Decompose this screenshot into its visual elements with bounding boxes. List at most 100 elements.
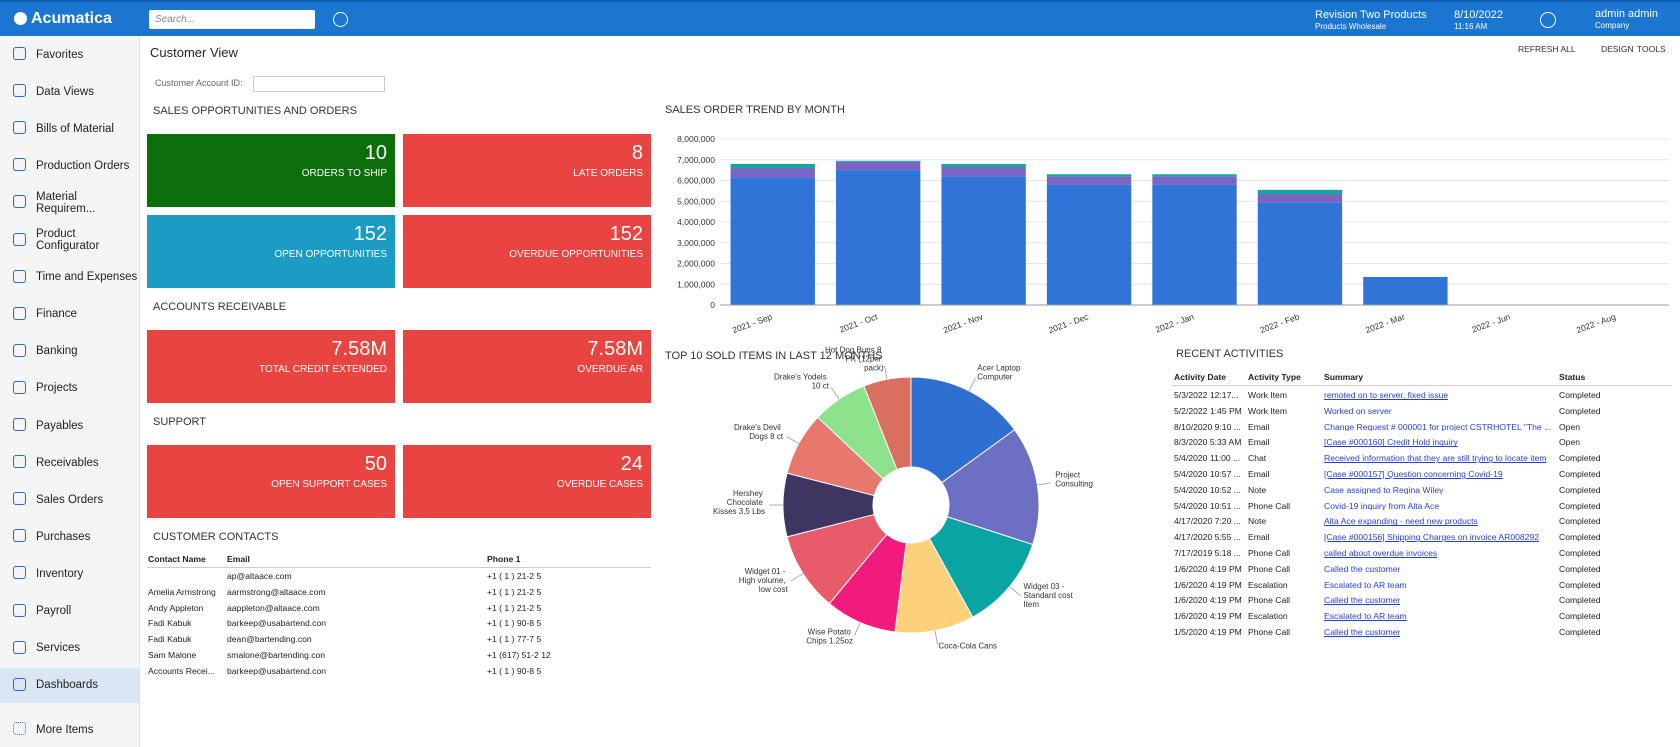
kpi-tile[interactable]: 8 LATE ORDERS (403, 134, 651, 207)
nav-label: Production Orders (36, 159, 130, 172)
kpi-value: 8 (631, 142, 643, 164)
nav-item[interactable]: Material Requirem... (0, 185, 139, 220)
nav-label: Dashboards (36, 679, 99, 692)
x-tick-label: 2022 - Jun (1470, 311, 1511, 334)
nav-label: Banking (36, 345, 78, 358)
kpi-tile[interactable]: 7.58M TOTAL CREDIT EXTENDED (147, 330, 395, 403)
nav-icon (13, 84, 26, 98)
activity-cell: 5/3/2022 12:17... (1174, 390, 1239, 400)
nav-item[interactable]: Projects (0, 371, 139, 406)
nav-item[interactable]: Data Views (0, 74, 139, 109)
logo[interactable]: Acumatica (31, 10, 112, 27)
activity-link[interactable]: Called the customer (1324, 628, 1401, 637)
bar-segment (1257, 202, 1343, 305)
page-action[interactable]: REFRESH ALL (1518, 44, 1576, 54)
x-tick-label: 2021 - Sep (731, 311, 774, 335)
activity-link[interactable]: remoted on to server, fixed issue (1324, 391, 1449, 400)
nav-item[interactable]: Time and Expenses (0, 260, 139, 295)
bar-segment (1152, 184, 1237, 305)
activity-link[interactable]: called about overdue invoices (1324, 549, 1438, 558)
business-date[interactable]: 8/10/2022 (1454, 9, 1503, 21)
nav-item[interactable]: Banking (0, 334, 139, 369)
pie-slice (910, 376, 1016, 484)
bar-segment (1257, 193, 1343, 203)
slice-label: Acer Laptop Computer (977, 363, 1022, 381)
activity-link[interactable]: Worked on server (1324, 406, 1392, 416)
nav-item[interactable]: Finance (0, 297, 139, 332)
slice-label: Widget 03 - Standard cost Item (1023, 582, 1075, 609)
activity-link[interactable]: Escalated to AR team (1324, 612, 1407, 621)
nav-label: Purchases (36, 530, 91, 543)
activity-cell: Phone Call (1248, 548, 1291, 558)
y-tick-label: 3,000,000 (677, 238, 715, 248)
kpi-tile[interactable]: 152 OVERDUE OPPORTUNITIES (403, 215, 651, 288)
nav-label: Bills of Material (36, 122, 114, 135)
nav-item[interactable]: Services (0, 631, 139, 666)
nav-icon (13, 232, 26, 246)
more-items[interactable]: More Items (0, 712, 139, 747)
nav-item[interactable]: Product Configurator (0, 223, 139, 258)
search-placeholder: Search... (155, 14, 196, 25)
nav-item[interactable]: Payroll (0, 594, 139, 629)
nav-item[interactable]: Dashboards (0, 667, 139, 703)
activity-link[interactable]: Change Request # 000001 for project CSTR… (1324, 422, 1552, 432)
nav-label: Inventory (36, 567, 84, 580)
nav-icon (13, 158, 26, 172)
y-tick-label: 2,000,000 (677, 259, 715, 269)
activity-link[interactable]: [Case #000156] Shipping Charges on invoi… (1324, 533, 1539, 542)
kpi-tile[interactable]: 152 OPEN OPPORTUNITIES (147, 215, 395, 288)
nav-item[interactable]: Production Orders (0, 148, 139, 183)
nav-label: More Items (36, 723, 94, 736)
activity-link[interactable]: [Case #000157] Question concerning Covid… (1324, 470, 1503, 479)
kpi-tile[interactable]: 10 ORDERS TO SHIP (147, 134, 395, 207)
y-tick-label: 0 (710, 300, 715, 310)
nav-item[interactable]: Purchases (0, 519, 139, 554)
slice-label: Coca-Cola Cans (938, 641, 997, 650)
contact-cell: dean@bartending.con (227, 634, 312, 645)
activity-link[interactable]: Received information that they are still… (1324, 454, 1547, 463)
page-action[interactable]: DESIGN (1601, 44, 1634, 54)
kpi-tile[interactable]: 7.58M OVERDUE AR (403, 330, 651, 403)
header-rule (1172, 385, 1672, 386)
activity-link[interactable]: Case assigned to Regina Wiley (1324, 485, 1444, 495)
slice-label: Widget 01 - High volume, low cost (739, 567, 789, 594)
account-input[interactable] (253, 76, 385, 92)
activity-cell: 1/6/2020 4:19 PM (1174, 579, 1242, 590)
activity-link[interactable]: [Case #000160] Credit Hold inquiry (1324, 438, 1458, 447)
nav-icon (13, 455, 26, 469)
kpi-value: 152 (353, 223, 387, 245)
nav-item[interactable]: Inventory (0, 556, 139, 591)
nav-item[interactable]: Receivables (0, 445, 139, 480)
contact-cell: smalone@bartending.con (227, 650, 326, 660)
bar-chart: SALES ORDER TREND BY MONTH 0 1,000,000 2,00… (665, 104, 1669, 335)
activity-cell: Completed (1559, 453, 1601, 464)
user-name[interactable]: admin admin (1595, 8, 1658, 20)
activity-link[interactable]: Escalated to AR team (1324, 580, 1407, 590)
kpi-tile[interactable]: 50 OPEN SUPPORT CASES (147, 445, 395, 518)
nav-item[interactable]: Bills of Material (0, 111, 139, 146)
search-box[interactable] (149, 10, 315, 29)
history-button[interactable] (333, 12, 348, 27)
pie-slice (941, 429, 1040, 546)
activity-link[interactable]: Covid-19 inquiry from Alta Ace (1324, 501, 1440, 511)
nav-icon (13, 195, 26, 209)
activity-link[interactable]: Alta Ace expanding - need new products (1324, 517, 1478, 526)
activity-link[interactable]: Called the customer (1324, 564, 1401, 574)
help-button[interactable] (1540, 12, 1556, 28)
x-tick-label: 2022 - Jan (1154, 311, 1195, 334)
activity-cell: 5/2/2022 1:45 PM (1174, 405, 1242, 416)
y-tick-label: 8,000,000 (677, 134, 715, 144)
bar-segment (835, 161, 921, 171)
kpi-tile[interactable]: 24 OVERDUE CASES (403, 445, 651, 518)
nav-icon (13, 418, 26, 431)
page-action[interactable]: TOOLS (1637, 44, 1666, 54)
nav-item[interactable]: Sales Orders (0, 482, 139, 517)
bar-segment (1046, 184, 1132, 305)
company-name[interactable]: Revision Two Products (1315, 9, 1427, 21)
contact-cell: barkeep@usabartend.con (227, 665, 327, 676)
kpi-label: OVERDUE CASES (556, 479, 643, 490)
nav-item[interactable]: Payables (0, 408, 139, 443)
activity-link[interactable]: Called the customer (1324, 596, 1401, 605)
nav-item[interactable]: Favorites (0, 37, 139, 72)
